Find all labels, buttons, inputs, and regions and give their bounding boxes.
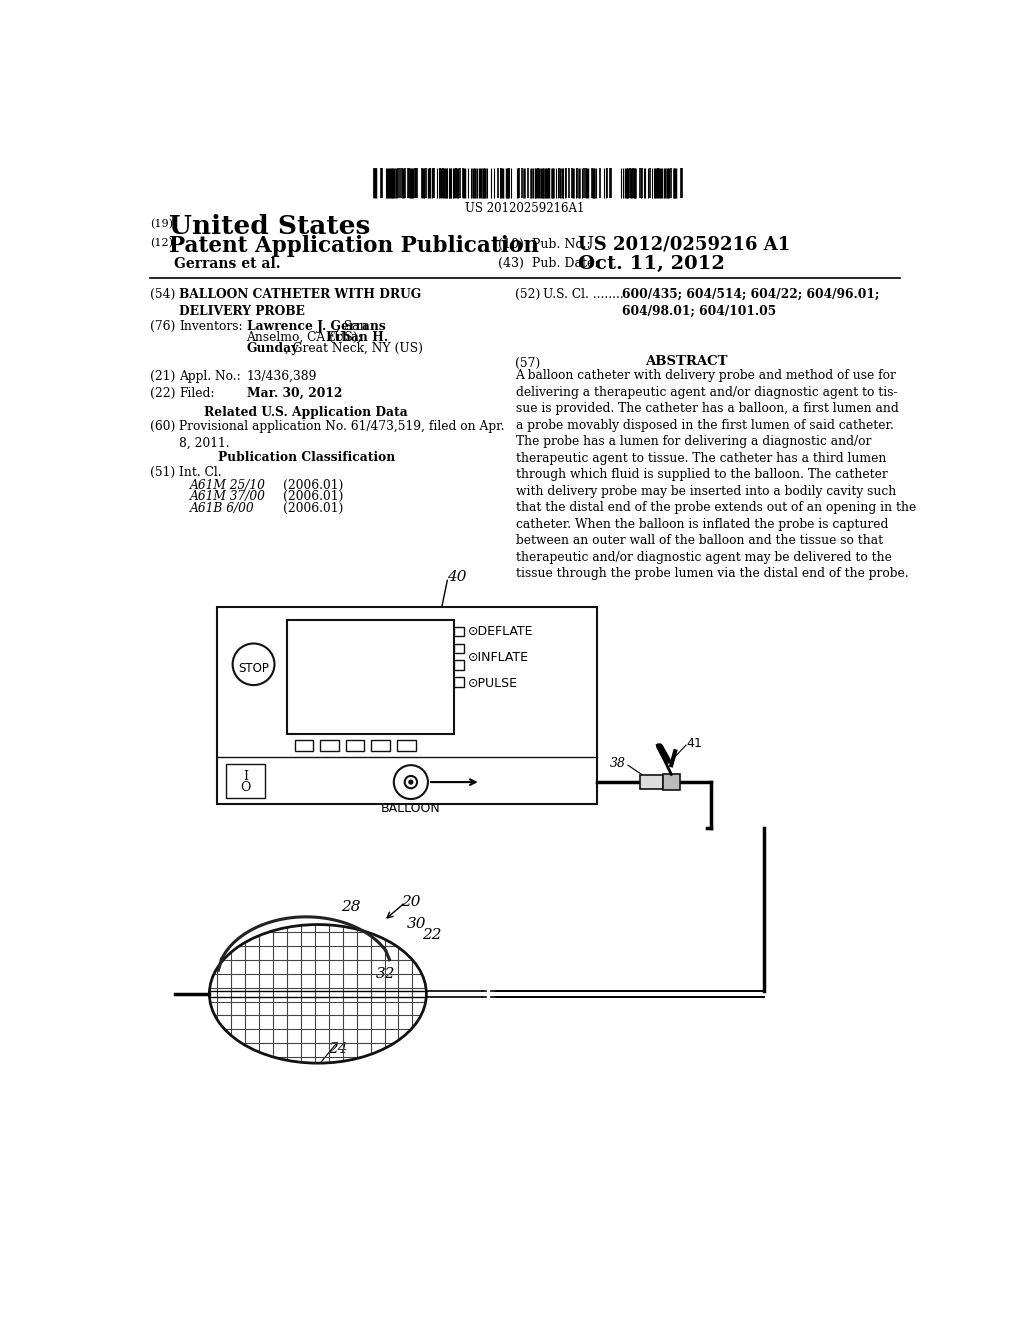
Text: 24: 24 <box>328 1043 347 1056</box>
Circle shape <box>232 644 274 685</box>
Bar <box>287 620 454 734</box>
Text: A61M 37/00: A61M 37/00 <box>190 490 266 503</box>
Bar <box>346 739 365 751</box>
Text: , San: , San <box>337 321 368 333</box>
Circle shape <box>404 776 417 788</box>
Text: Oct. 11, 2012: Oct. 11, 2012 <box>578 255 724 273</box>
Bar <box>455 677 464 686</box>
Text: 38: 38 <box>610 758 627 771</box>
Text: 40: 40 <box>447 570 467 583</box>
Text: (76): (76) <box>150 321 175 333</box>
Text: (12): (12) <box>150 238 173 248</box>
Circle shape <box>394 766 428 799</box>
Text: Int. Cl.: Int. Cl. <box>179 466 222 479</box>
Text: STOP: STOP <box>239 663 269 676</box>
Bar <box>321 739 339 751</box>
Text: A balloon catheter with delivery probe and method of use for
delivering a therap: A balloon catheter with delivery probe a… <box>515 370 915 581</box>
Text: (10)  Pub. No.:: (10) Pub. No.: <box>499 238 591 251</box>
Bar <box>455 627 464 636</box>
Text: Erhan H.: Erhan H. <box>327 331 388 345</box>
Text: A61M 25/10: A61M 25/10 <box>190 479 266 492</box>
Text: 600/435; 604/514; 604/22; 604/96.01;
604/98.01; 604/101.05: 600/435; 604/514; 604/22; 604/96.01; 604… <box>623 288 880 318</box>
Text: (22): (22) <box>150 387 175 400</box>
Text: ABSTRACT: ABSTRACT <box>645 355 727 368</box>
Text: (51): (51) <box>150 466 175 479</box>
Text: Inventors:: Inventors: <box>179 321 243 333</box>
Bar <box>663 775 680 789</box>
Text: Related U.S. Application Data: Related U.S. Application Data <box>205 407 409 420</box>
Text: (2006.01): (2006.01) <box>283 502 343 515</box>
Text: (54): (54) <box>150 288 175 301</box>
Bar <box>397 739 416 751</box>
Text: 28: 28 <box>341 900 360 913</box>
Text: Patent Application Publication: Patent Application Publication <box>169 235 539 257</box>
Text: United States: United States <box>169 214 371 239</box>
Text: Publication Classification: Publication Classification <box>218 451 395 465</box>
Bar <box>455 644 464 653</box>
Text: , Great Neck, NY (US): , Great Neck, NY (US) <box>286 342 423 355</box>
Text: (21): (21) <box>150 370 175 383</box>
Text: A61B 6/00: A61B 6/00 <box>190 502 255 515</box>
Text: Anselmo, CA (US);: Anselmo, CA (US); <box>247 331 367 345</box>
Text: 13/436,389: 13/436,389 <box>247 370 317 383</box>
Text: Gerrans et al.: Gerrans et al. <box>174 257 282 271</box>
Text: (2006.01): (2006.01) <box>283 479 343 492</box>
Text: 30: 30 <box>407 917 427 931</box>
Text: (43)  Pub. Date:: (43) Pub. Date: <box>499 257 599 271</box>
Text: Lawrence J. Gerrans: Lawrence J. Gerrans <box>247 321 385 333</box>
Text: US 20120259216A1: US 20120259216A1 <box>465 202 585 215</box>
Text: Mar. 30, 2012: Mar. 30, 2012 <box>247 387 342 400</box>
Text: (60): (60) <box>150 420 175 433</box>
Circle shape <box>409 780 413 784</box>
Text: 20: 20 <box>400 895 420 908</box>
Text: U.S. Cl. ........: U.S. Cl. ........ <box>544 288 625 301</box>
Text: BALLOON CATHETER WITH DRUG
DELIVERY PROBE: BALLOON CATHETER WITH DRUG DELIVERY PROB… <box>179 288 422 318</box>
Bar <box>217 607 597 804</box>
Text: Gunday: Gunday <box>247 342 299 355</box>
Text: US 2012/0259216 A1: US 2012/0259216 A1 <box>578 235 790 253</box>
Text: ⊙PULSE: ⊙PULSE <box>467 677 517 690</box>
Bar <box>226 763 265 797</box>
Text: ⊙INFLATE: ⊙INFLATE <box>467 651 528 664</box>
Text: $\mathit{41}$: $\mathit{41}$ <box>686 738 702 751</box>
Text: ⊙DEFLATE: ⊙DEFLATE <box>467 624 532 638</box>
Text: Appl. No.:: Appl. No.: <box>179 370 241 383</box>
Text: BALLOON: BALLOON <box>381 803 440 816</box>
Bar <box>372 739 390 751</box>
Text: (52): (52) <box>515 288 541 301</box>
Text: 22: 22 <box>423 928 442 942</box>
Text: 32: 32 <box>376 966 395 981</box>
Text: (2006.01): (2006.01) <box>283 490 343 503</box>
Text: O: O <box>241 780 251 793</box>
Bar <box>640 775 663 789</box>
Text: Filed:: Filed: <box>179 387 215 400</box>
Text: I: I <box>244 770 248 783</box>
Bar <box>295 739 313 751</box>
Text: (19): (19) <box>150 218 173 228</box>
Text: Provisional application No. 61/473,519, filed on Apr.
8, 2011.: Provisional application No. 61/473,519, … <box>179 420 505 450</box>
Text: (57): (57) <box>515 358 541 370</box>
Bar <box>455 660 464 669</box>
